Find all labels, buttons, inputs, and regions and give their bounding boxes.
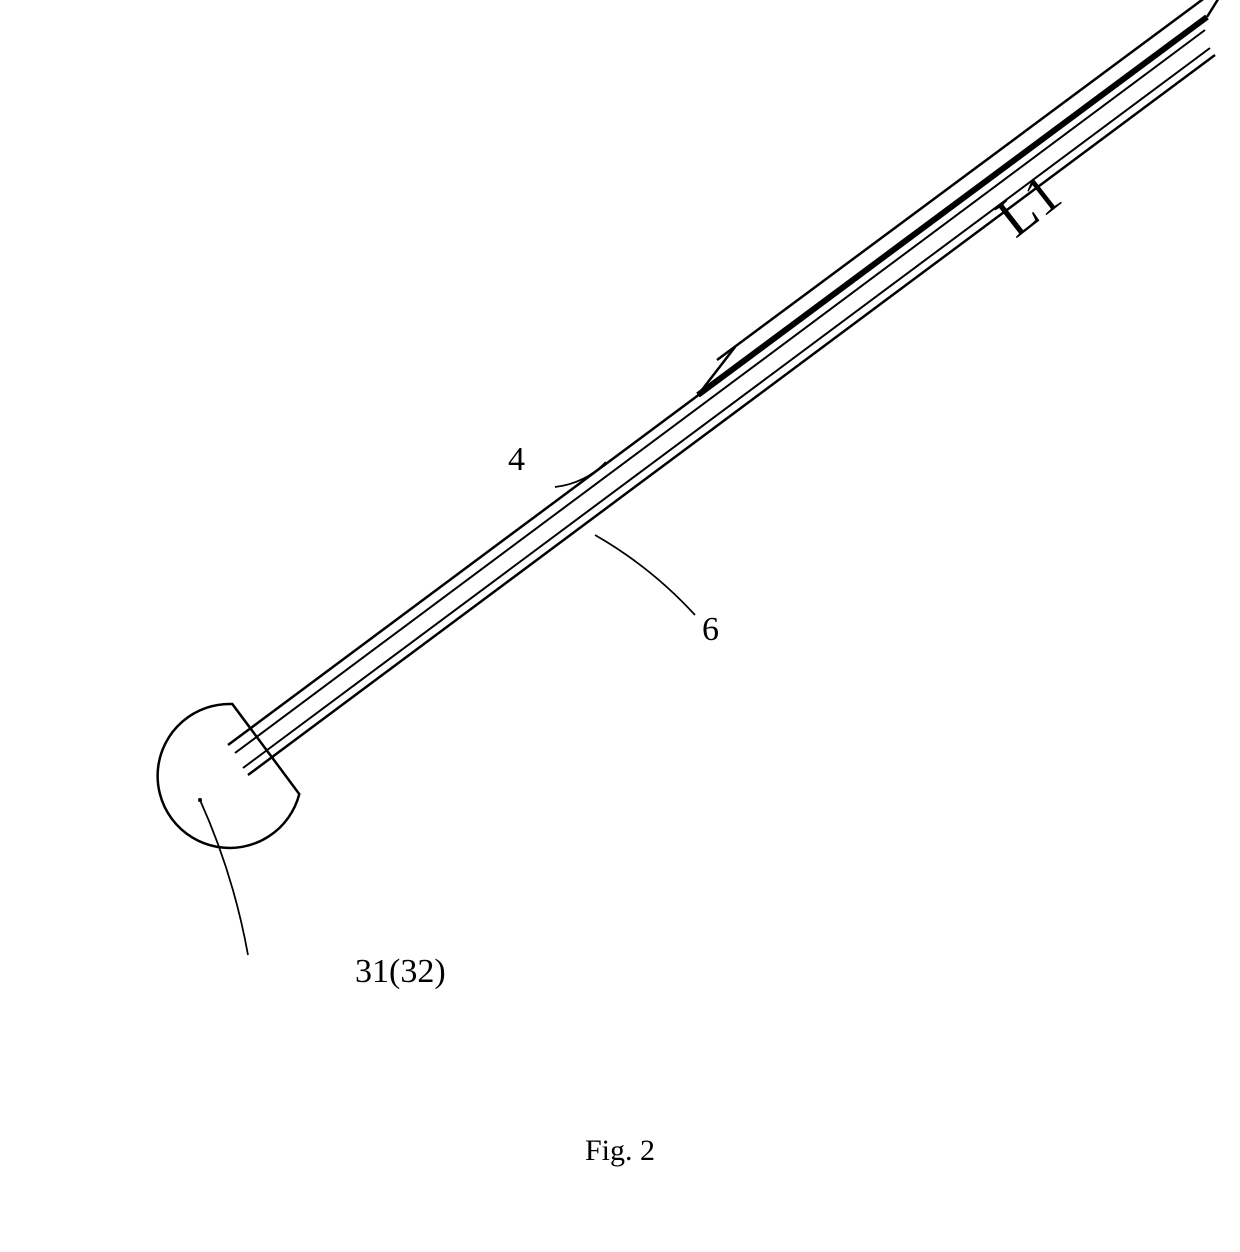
figure-caption: Fig. 2	[585, 1134, 655, 1167]
label-31-32: 31(32)	[355, 953, 446, 990]
leader-line-6	[595, 535, 695, 615]
dome-shape	[158, 704, 300, 848]
rod-inner-bottom-edge	[243, 48, 1210, 768]
diagram-figure: L1 4 6 31(32) Fig. 2	[0, 0, 1240, 1252]
leader-line-31	[200, 800, 248, 955]
rod-thick-segment	[698, 17, 1207, 395]
rod-inner-top-edge	[235, 30, 1205, 753]
label-4: 4	[508, 441, 525, 478]
dimension-tick-right	[1207, 0, 1230, 17]
label-6: 6	[702, 611, 719, 648]
rod-bottom-edge	[248, 55, 1215, 775]
dimension-line-l1	[717, 0, 1214, 360]
